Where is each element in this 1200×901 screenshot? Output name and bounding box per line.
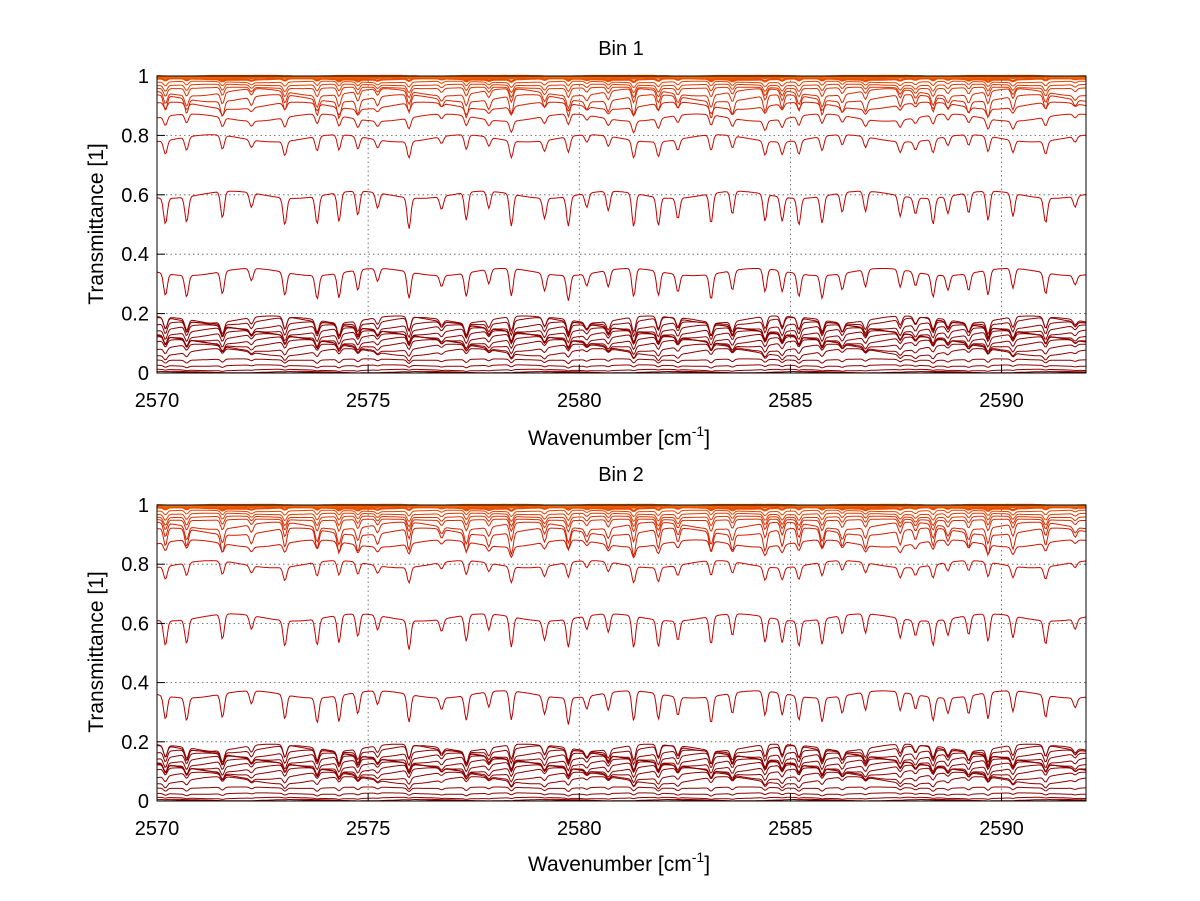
y-tick-label: 1 bbox=[138, 495, 149, 517]
series-line bbox=[156, 113, 1087, 134]
x-tick-label: 2585 bbox=[768, 818, 813, 840]
y-tick-label: 0.4 bbox=[121, 673, 149, 695]
x-axis-label-main: Wavenumber [cm bbox=[528, 427, 692, 450]
series-line bbox=[156, 690, 1087, 725]
series-line bbox=[157, 83, 1086, 94]
series-line bbox=[156, 796, 1087, 801]
x-axis-label: Wavenumber [cm-1] bbox=[528, 849, 710, 876]
series-line bbox=[156, 268, 1087, 301]
y-tick-label: 0.6 bbox=[121, 613, 149, 635]
x-axis-label-end: ] bbox=[704, 427, 710, 450]
series-line bbox=[156, 743, 1087, 766]
x-tick-label: 2585 bbox=[768, 390, 813, 412]
series-line bbox=[156, 190, 1087, 229]
y-axis-label: Transmittance [1] bbox=[85, 571, 108, 732]
series-line bbox=[157, 86, 1086, 99]
series-line bbox=[156, 560, 1087, 585]
x-tick-label: 2580 bbox=[557, 818, 602, 840]
x-axis-label: Wavenumber [cm-1] bbox=[528, 423, 710, 450]
series-line bbox=[157, 776, 1087, 790]
grid bbox=[157, 76, 1086, 373]
y-tick-label: 0 bbox=[138, 363, 149, 385]
y-tick-label: 0.8 bbox=[121, 554, 149, 576]
series-line bbox=[156, 101, 1087, 118]
y-tick-label: 0.6 bbox=[121, 185, 149, 207]
series-line bbox=[156, 324, 1087, 345]
x-axis-label-superscript: -1 bbox=[692, 423, 705, 439]
series-line bbox=[156, 752, 1087, 773]
x-tick-label: 2570 bbox=[135, 818, 180, 840]
series-line bbox=[156, 343, 1086, 359]
y-axis-ticks: 0 0.2 0.4 0.6 0.8 1 bbox=[121, 66, 165, 385]
x-axis-label-superscript: -1 bbox=[692, 849, 705, 865]
series-group bbox=[156, 503, 1087, 802]
series-line bbox=[157, 368, 1087, 372]
series-line bbox=[157, 364, 1086, 369]
plot-frame bbox=[156, 504, 1087, 802]
x-axis-label-main: Wavenumber [cm bbox=[528, 853, 692, 876]
series-line bbox=[156, 518, 1086, 533]
series-line bbox=[156, 527, 1087, 558]
series-line bbox=[156, 509, 1086, 518]
x-tick-label: 2570 bbox=[135, 390, 180, 412]
panel-bin-1: Bin 1 2570 2575 2580 2585 2590 0 0.2 0.4 0.6 0.8… bbox=[85, 38, 1087, 450]
x-tick-label: 2575 bbox=[346, 818, 391, 840]
y-tick-label: 0 bbox=[138, 791, 149, 813]
series-group bbox=[156, 74, 1087, 374]
series-line bbox=[156, 94, 1087, 120]
series-line bbox=[156, 515, 1086, 528]
x-tick-label: 2580 bbox=[557, 390, 602, 412]
panel-bin-2: Bin 2 2570 2575 2580 2585 2590 0 0.2 0.4 0.6 0.8… bbox=[85, 464, 1087, 876]
series-line bbox=[156, 758, 1087, 777]
y-axis-label: Transmittance [1] bbox=[85, 143, 108, 304]
series-line bbox=[157, 348, 1087, 362]
series-line bbox=[156, 771, 1086, 787]
series-line bbox=[156, 315, 1087, 338]
y-axis-ticks: 0 0.2 0.4 0.6 0.8 1 bbox=[121, 495, 165, 813]
y-tick-label: 0.4 bbox=[121, 244, 149, 266]
x-tick-label: 2575 bbox=[346, 390, 391, 412]
x-axis-ticks: 2570 2575 2580 2585 2590 bbox=[135, 365, 1024, 412]
plot-frame bbox=[156, 75, 1087, 374]
series-line bbox=[156, 539, 1087, 559]
y-tick-label: 0.8 bbox=[121, 125, 149, 147]
x-axis-ticks: 2570 2575 2580 2585 2590 bbox=[135, 793, 1024, 840]
series-line bbox=[157, 512, 1086, 523]
y-tick-label: 1 bbox=[138, 66, 149, 88]
series-line bbox=[156, 88, 1087, 110]
series-line bbox=[156, 134, 1087, 160]
series-line bbox=[156, 749, 1087, 772]
x-tick-label: 2590 bbox=[979, 818, 1024, 840]
x-axis-label-end: ] bbox=[704, 853, 710, 876]
chart-title: Bin 2 bbox=[598, 464, 644, 486]
series-line bbox=[156, 330, 1087, 349]
series-line bbox=[156, 613, 1087, 650]
y-tick-label: 0.2 bbox=[121, 732, 149, 754]
series-line bbox=[157, 80, 1087, 89]
y-tick-label: 0.2 bbox=[121, 304, 149, 326]
series-line bbox=[157, 521, 1087, 546]
x-tick-label: 2590 bbox=[979, 390, 1024, 412]
series-line bbox=[157, 786, 1086, 793]
chart-title: Bin 1 bbox=[598, 38, 644, 60]
series-line bbox=[156, 358, 1086, 365]
series-line bbox=[156, 792, 1086, 797]
series-line bbox=[156, 321, 1087, 344]
